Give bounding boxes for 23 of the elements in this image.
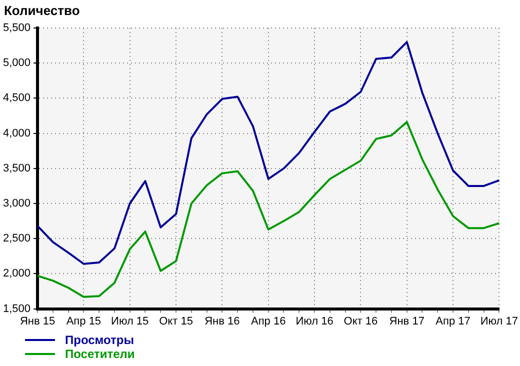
y-tick-label: 2,500 [2,232,31,245]
y-tick-label: 4,500 [2,92,31,104]
x-tick-label: Июл 15 [111,315,149,328]
x-tick-label: Окт 15 [159,315,193,328]
x-tick-label: Янв 15 [20,315,56,328]
y-tick-label: 4,000 [2,127,31,140]
y-tick-label: 1,500 [2,302,31,315]
x-tick-label: Янв 17 [389,315,424,328]
legend-label: Просмотры [65,333,134,347]
x-tick-label: Апр 16 [251,315,286,328]
y-tick-label: 3,000 [2,198,31,210]
y-tick-label: 5,000 [2,57,31,70]
y-axis-title: Количество [4,3,80,18]
x-tick-label: Апр 17 [436,315,470,328]
x-tick-label: Апр 15 [66,315,102,328]
x-tick-label: Июл 17 [480,315,518,328]
y-tick-label: 2,000 [2,268,31,280]
x-tick-label: Окт 16 [344,315,378,328]
x-tick-label: Янв 16 [204,315,240,328]
y-tick-label: 5,500 [2,22,31,34]
legend-label: Посетители [65,347,135,361]
y-tick-label: 3,500 [2,162,31,174]
x-tick-label: Июл 16 [296,315,334,328]
